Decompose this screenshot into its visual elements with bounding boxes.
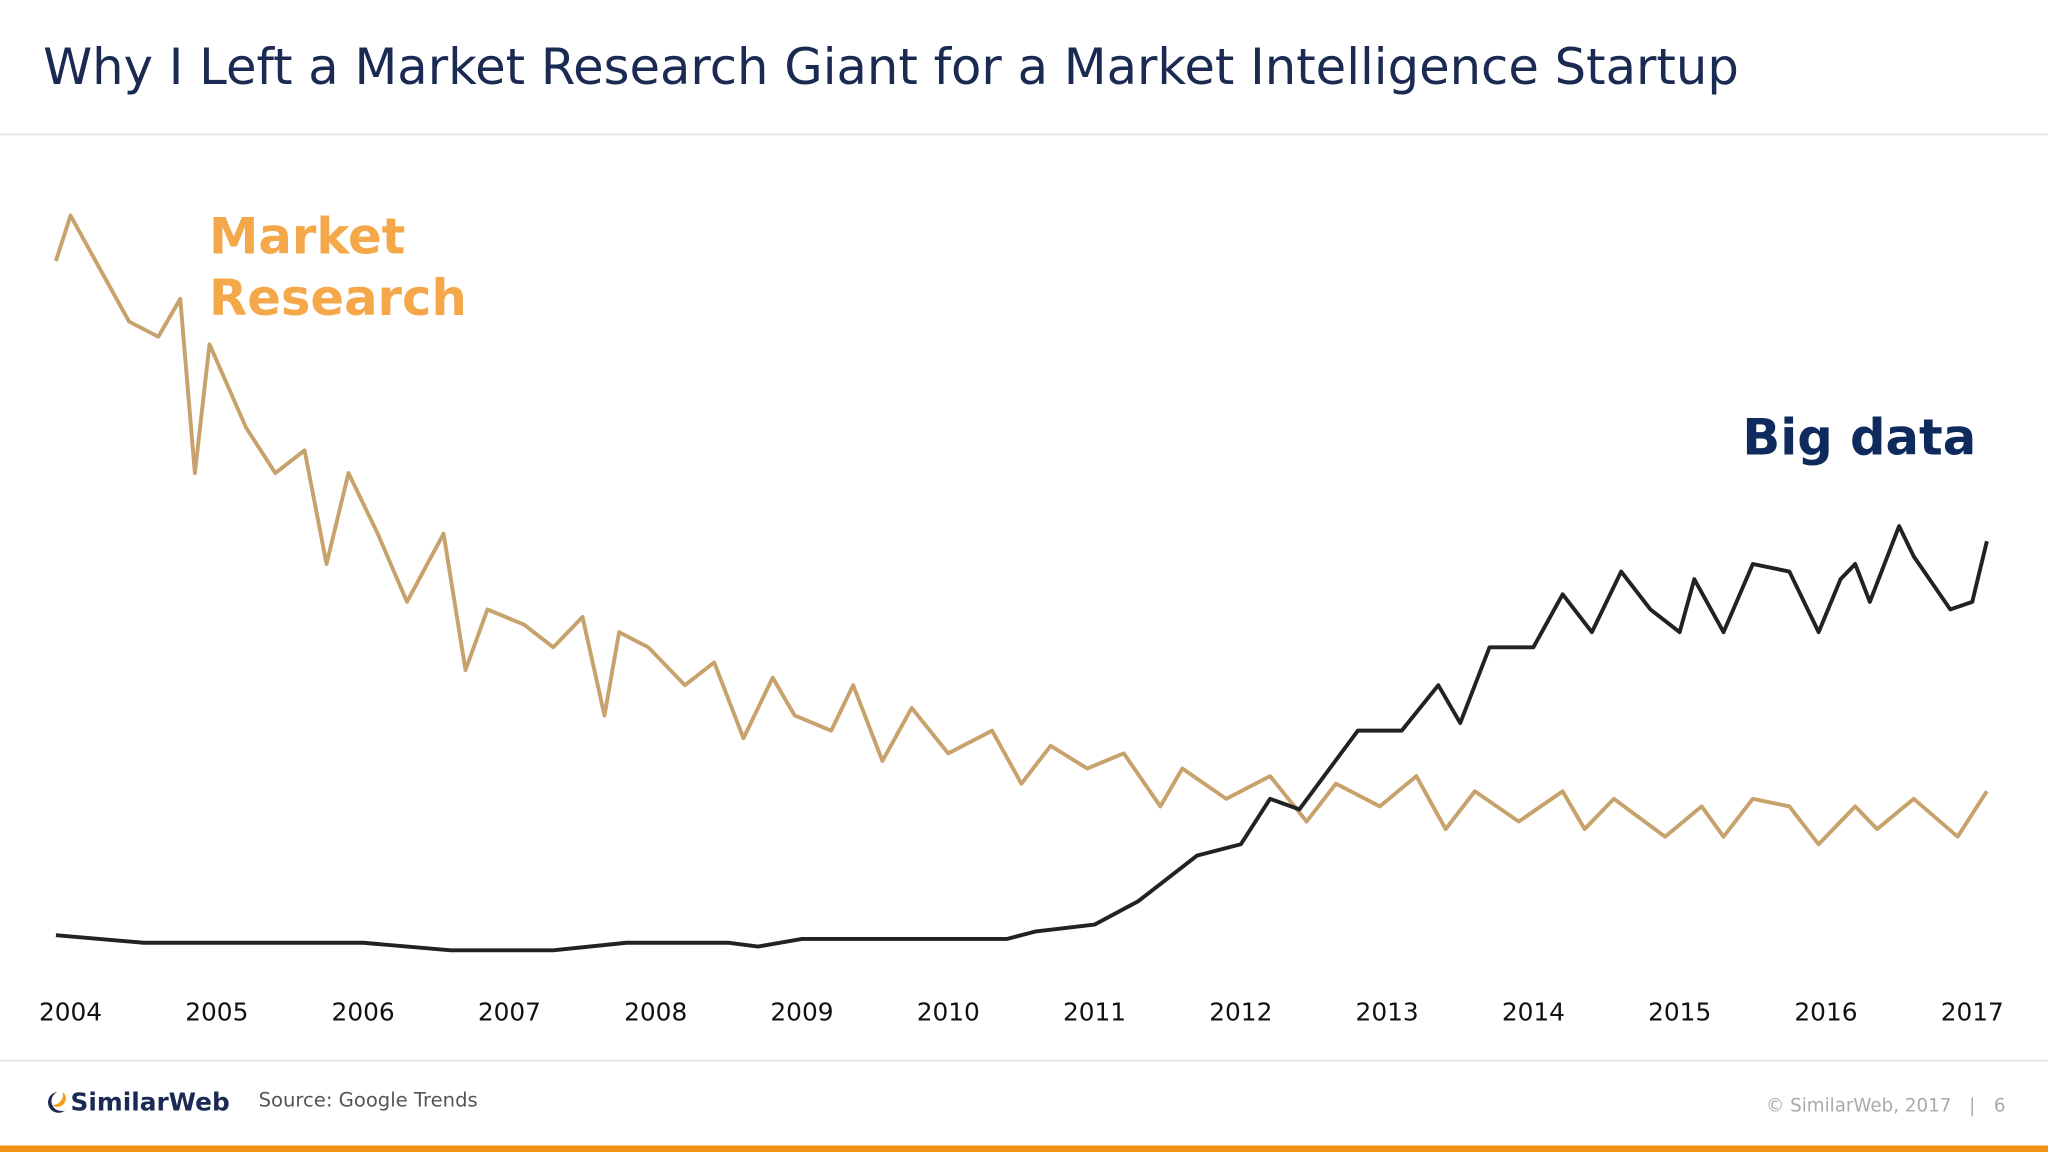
x-tick-label: 2006 (332, 998, 395, 1027)
x-tick-label: 2014 (1502, 998, 1565, 1027)
slide-title: Why I Left a Market Research Giant for a… (43, 38, 1739, 96)
x-tick-label: 2008 (624, 998, 687, 1027)
series-label-text: Big data (1742, 408, 1977, 467)
logo-icon-accent (52, 1091, 66, 1107)
plot: 2004 2005 2006 2007 2008 2009 2010 2011 2012 2013… (39, 207, 2004, 1027)
series-line (54, 213, 1989, 847)
x-tick-label: 2011 (1063, 998, 1126, 1027)
series-label: Big data (1742, 408, 1977, 467)
logo-text: SimilarWeb (71, 1088, 230, 1117)
x-tick-label: 2007 (478, 998, 541, 1027)
source-note: Source: Google Trends (259, 1089, 478, 1112)
x-tick-label: 2010 (917, 998, 980, 1027)
bottom-bar (0, 1145, 2048, 1152)
copyright: © SimilarWeb, 2017 (1766, 1095, 1951, 1116)
separator: | (1969, 1095, 1975, 1116)
x-tick-label: 2015 (1648, 998, 1711, 1027)
x-tick-label: 2005 (185, 998, 248, 1027)
page-number: 6 (1994, 1095, 2006, 1116)
logo-icon (47, 1091, 66, 1113)
series-label: Market Research (208, 207, 467, 327)
series-line (55, 524, 1989, 953)
footer: SimilarWeb Source: Google Trends © Simil… (47, 1088, 2006, 1117)
x-tick-label: 2012 (1209, 998, 1272, 1027)
series-label-text: Market Research (208, 207, 467, 327)
x-tick-label: 2009 (770, 998, 833, 1027)
x-tick-label: 2017 (1941, 998, 2004, 1027)
x-tick-label: 2016 (1794, 998, 1857, 1027)
x-tick-label: 2013 (1356, 998, 1419, 1027)
x-tick-label: 2004 (39, 998, 102, 1027)
